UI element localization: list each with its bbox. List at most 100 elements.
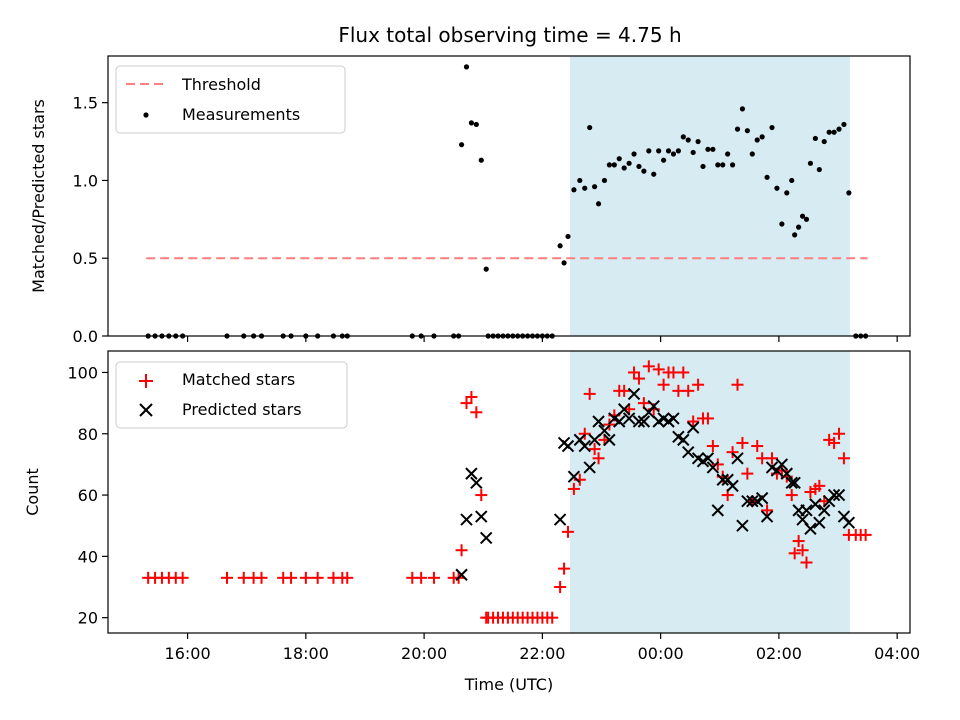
predicted-star-point xyxy=(561,439,575,453)
predicted-star-point xyxy=(746,494,759,508)
bottom-highlight-span xyxy=(569,351,850,633)
bottom-legend: Matched stars Predicted stars xyxy=(115,361,348,429)
matched-star-point xyxy=(285,571,298,584)
predicted-star-point xyxy=(677,433,690,447)
predicted-star-point xyxy=(716,473,729,486)
predicted-star-point xyxy=(667,412,680,425)
matched-star-point xyxy=(592,452,605,465)
predicted-star-point xyxy=(460,513,473,526)
matched-star-point xyxy=(711,458,724,471)
matched-star-point xyxy=(682,384,695,397)
measurement-point xyxy=(592,184,598,190)
count-points xyxy=(142,360,872,624)
measurement-point xyxy=(577,177,583,184)
x-tick-label: 20:00 xyxy=(401,644,447,663)
measurement-point xyxy=(715,162,721,168)
measurement-point xyxy=(784,190,790,196)
matched-star-point xyxy=(546,611,559,624)
chart-title: Flux total observing time = 4.75 h xyxy=(338,23,681,47)
predicted-star-point xyxy=(755,491,769,505)
matched-star-point xyxy=(221,571,234,584)
matched-star-point xyxy=(788,547,801,560)
matched-star-point xyxy=(578,427,591,440)
matched-star-point xyxy=(558,562,571,575)
top-y-tick-label: 1.5 xyxy=(73,94,98,113)
bottom-y-axis-label: Count xyxy=(23,468,42,516)
measurement-point xyxy=(601,177,608,184)
predicted-star-point xyxy=(785,476,798,490)
bottom-y-tick-label: 40 xyxy=(78,547,98,566)
bottom-x-ticks: 16:00 18:00 20:00 22:00 00:00 02:00 04:00 xyxy=(165,633,920,663)
predicted-star-point xyxy=(736,519,749,532)
matched-star-point xyxy=(554,581,567,594)
predicted-star-point xyxy=(711,504,725,517)
predicted-star-point xyxy=(455,568,468,581)
matched-star-point xyxy=(736,436,749,449)
predicted-star-point xyxy=(475,510,488,523)
measurement-point xyxy=(720,162,726,168)
predicted-star-point xyxy=(470,476,483,490)
predicted-star-point xyxy=(603,433,616,447)
measurement-point xyxy=(799,213,806,219)
matched-star-point xyxy=(813,479,826,492)
measurement-points xyxy=(145,64,869,339)
predicted-star-point xyxy=(632,415,646,428)
measurement-point xyxy=(764,174,770,180)
measurement-point xyxy=(656,148,662,154)
matched-star-point xyxy=(766,452,779,465)
bottom-y-tick-label: 60 xyxy=(78,486,98,505)
matched-star-point xyxy=(701,412,714,425)
measurement-point xyxy=(680,134,686,140)
measurement-point xyxy=(803,216,810,222)
matched-star-point xyxy=(751,440,764,453)
top-legend-box xyxy=(115,65,346,134)
predicted-star-point xyxy=(804,522,817,535)
bottom-legend-box xyxy=(115,361,348,429)
measurement-point xyxy=(571,187,577,193)
bottom-y-tick-label: 20 xyxy=(78,609,98,628)
measurement-point xyxy=(831,129,837,135)
matched-star-point xyxy=(859,528,872,541)
measurement-point xyxy=(821,138,827,145)
measurement-point xyxy=(463,64,470,70)
predicted-star-point xyxy=(706,461,720,474)
measurement-point xyxy=(626,160,632,166)
legend-measurements-swatch xyxy=(143,112,149,118)
x-tick-label: 16:00 xyxy=(165,644,211,663)
measurement-point xyxy=(705,146,711,152)
measurement-point xyxy=(587,124,593,131)
top-plot-frame xyxy=(107,55,911,337)
measurement-point xyxy=(660,157,667,163)
measurement-point xyxy=(557,243,563,249)
legend-measurements-label: Measurements xyxy=(182,105,300,124)
measurement-point xyxy=(641,168,647,174)
predicted-star-point xyxy=(686,421,700,434)
measurement-point xyxy=(812,135,818,142)
measurement-point xyxy=(616,156,622,162)
measurement-point xyxy=(759,134,765,140)
predicted-star-point xyxy=(800,504,813,517)
measurement-point xyxy=(749,151,755,157)
matched-star-point xyxy=(470,406,483,419)
measurement-point xyxy=(729,162,736,168)
predicted-star-point xyxy=(578,439,591,453)
bottom-y-tick-label: 80 xyxy=(78,425,98,444)
matched-star-point xyxy=(828,436,841,449)
matched-star-point xyxy=(176,571,189,584)
matched-star-point xyxy=(687,415,700,428)
measurement-point xyxy=(478,157,484,163)
matched-star-point xyxy=(618,384,631,397)
matched-star-point xyxy=(741,467,754,480)
matched-star-point xyxy=(642,360,655,373)
legend-threshold-label: Threshold xyxy=(181,75,261,94)
top-y-tick-label: 0.5 xyxy=(73,249,98,268)
bottom-y-ticks: 20 40 60 80 100 xyxy=(67,363,108,628)
matched-star-point xyxy=(692,378,705,391)
matched-star-point xyxy=(415,571,428,584)
x-tick-label: 00:00 xyxy=(638,644,684,663)
matched-star-point xyxy=(299,571,312,584)
matched-star-point xyxy=(706,440,719,453)
x-tick-label: 04:00 xyxy=(874,644,920,663)
predicted-star-point xyxy=(613,415,626,428)
